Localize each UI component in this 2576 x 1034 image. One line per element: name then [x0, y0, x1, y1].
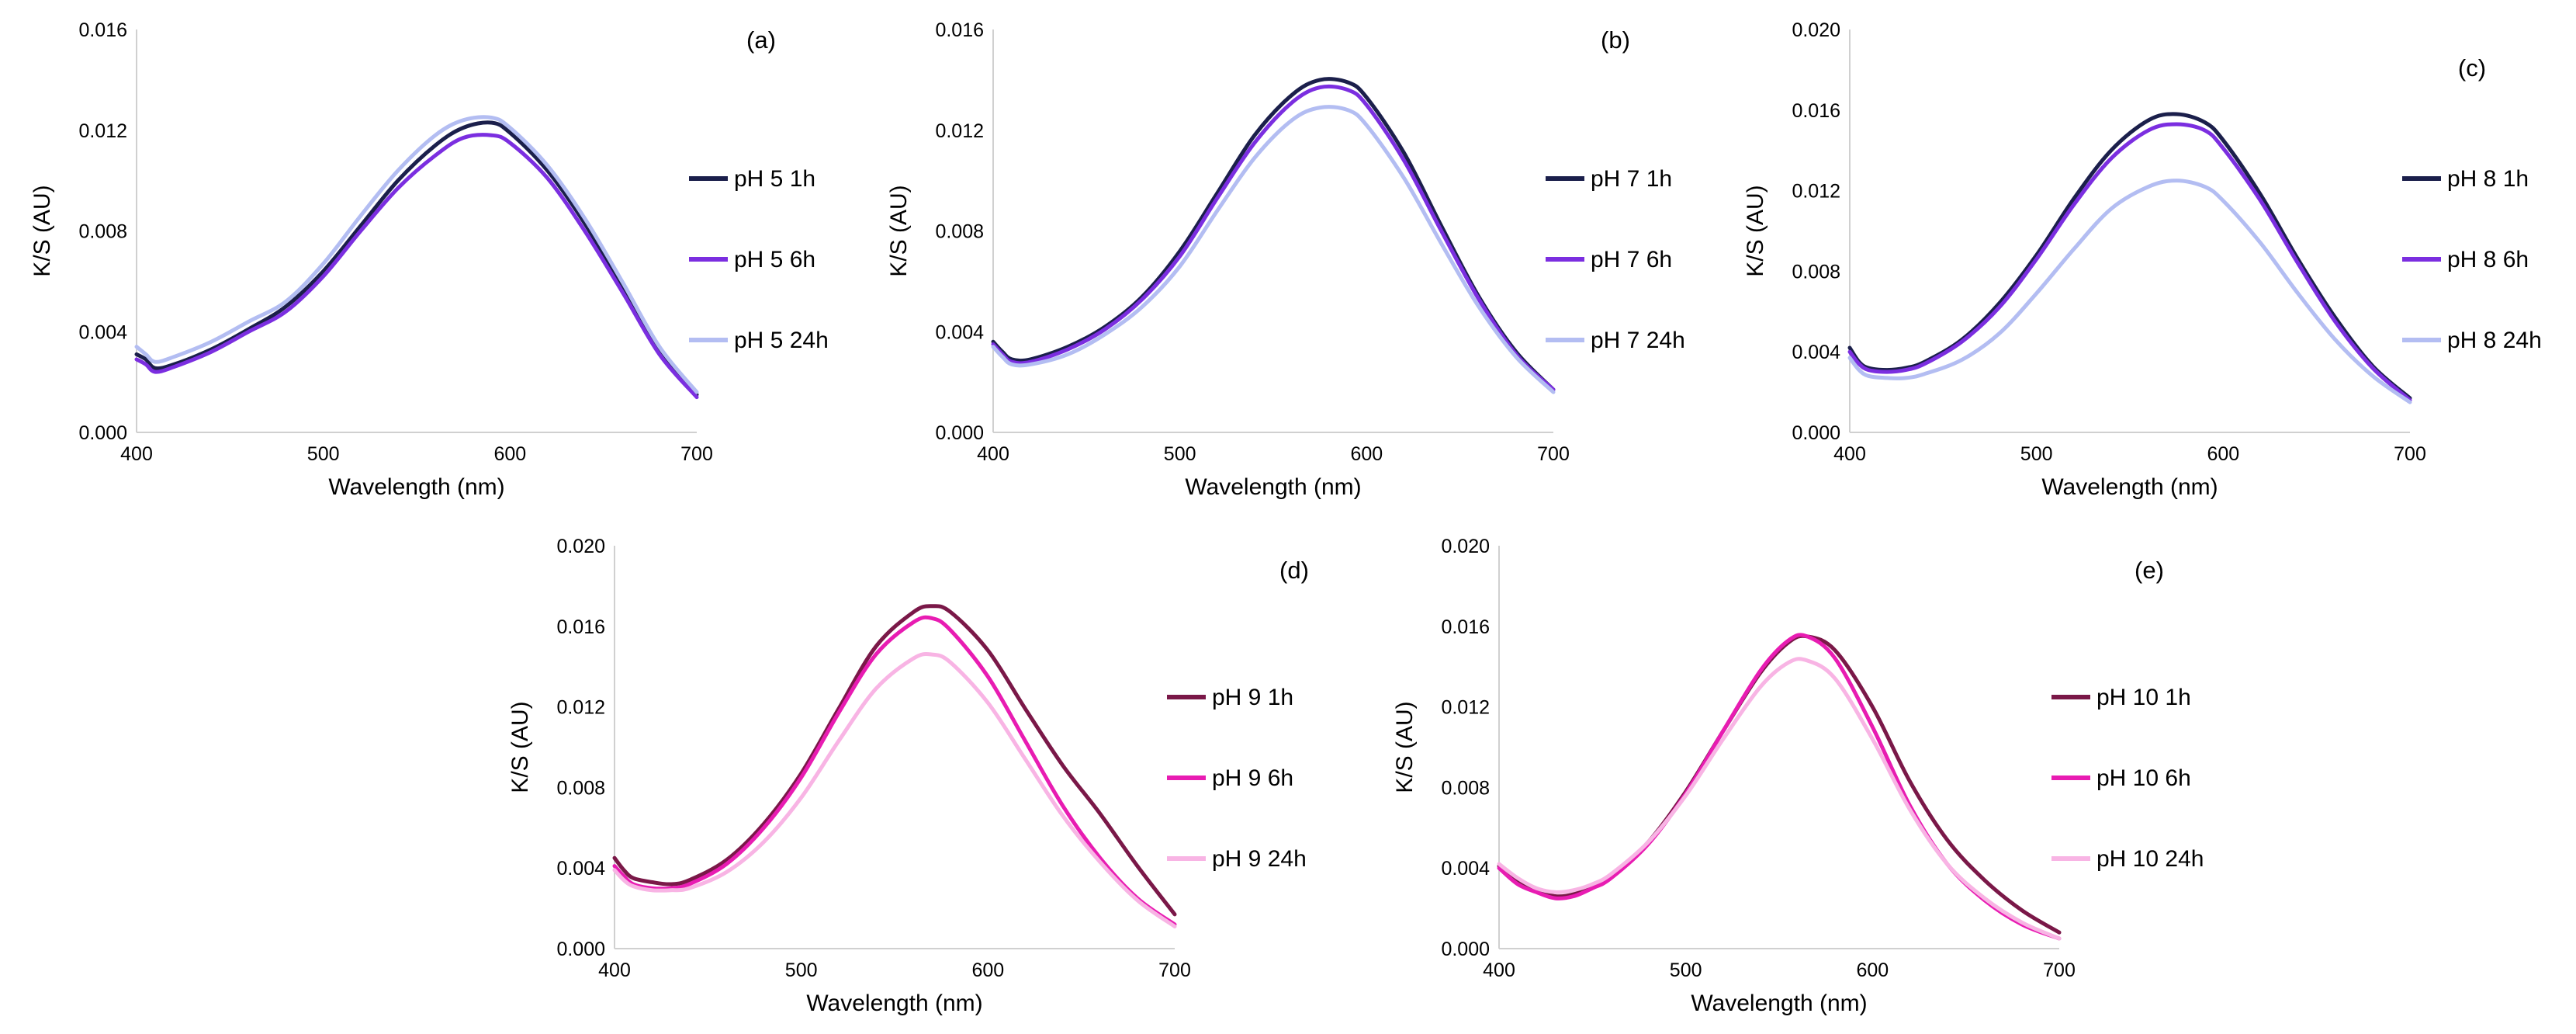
series-line-3 [1847, 179, 2412, 404]
legend-label: pH 10 6h [2096, 765, 2191, 791]
series-line-1 [612, 604, 1177, 917]
y-tick-label: 0.004 [1792, 342, 1840, 363]
y-axis-title: K/S (AU) [29, 185, 55, 276]
x-axis-title: Wavelength (nm) [328, 474, 504, 500]
legend-label: pH 8 24h [2447, 328, 2542, 353]
series-line-1 [134, 120, 699, 397]
panel-label: (c) [2458, 54, 2486, 82]
y-axis-title: K/S (AU) [507, 701, 533, 793]
y-tick-label: 0.012 [556, 697, 605, 719]
y-tick-label: 0.020 [556, 536, 605, 557]
series-line-3 [612, 651, 1177, 928]
series-line-1 [991, 77, 1556, 392]
y-axis-title: K/S (AU) [1392, 701, 1418, 793]
y-tick-label: 0.016 [556, 616, 605, 638]
y-tick-label: 0.000 [78, 422, 127, 444]
x-tick-label: 700 [680, 443, 713, 465]
y-tick-label: 0.016 [1792, 100, 1840, 122]
chart-panel-5: 0.000 0.004 0.008 0.012 0.016 0.020 400 500 600 7… [1392, 536, 2204, 1016]
legend-label: pH 7 6h [1591, 247, 1672, 272]
series-line-3 [134, 115, 699, 394]
y-tick-label: 0.008 [935, 221, 984, 243]
x-tick-label: 400 [598, 959, 631, 981]
legend-label: pH 5 24h [734, 328, 829, 353]
y-tick-label: 0.008 [1792, 261, 1840, 283]
panel-label: (d) [1279, 557, 1309, 584]
y-tick-label: 0.016 [935, 19, 984, 41]
y-tick-label: 0.000 [556, 939, 605, 960]
legend-label: pH 7 1h [1591, 166, 1672, 192]
x-tick-label: 500 [785, 959, 818, 981]
x-tick-label: 600 [1350, 443, 1383, 465]
x-tick-label: 600 [493, 443, 526, 465]
x-tick-label: 400 [1833, 443, 1866, 465]
y-axis-title: K/S (AU) [1743, 185, 1768, 276]
legend-label: pH 5 1h [734, 166, 815, 192]
series-line-2 [134, 133, 699, 400]
chart-panel-1: 0.000 0.004 0.008 0.012 0.016 400 500 600 700 Wav… [29, 19, 829, 500]
x-axis-title: Wavelength (nm) [1185, 474, 1361, 500]
panel-label: (e) [2135, 557, 2164, 584]
x-axis-title: Wavelength (nm) [806, 991, 982, 1016]
y-tick-label: 0.012 [78, 120, 127, 142]
x-tick-label: 700 [2394, 443, 2426, 465]
x-tick-label: 600 [2207, 443, 2239, 465]
y-axis-title: K/S (AU) [886, 185, 912, 276]
y-tick-label: 0.008 [1441, 777, 1490, 799]
y-tick-label: 0.012 [935, 120, 984, 142]
x-tick-label: 400 [120, 443, 153, 465]
y-tick-label: 0.020 [1441, 536, 1490, 557]
x-tick-label: 500 [1670, 959, 1702, 981]
legend-label: pH 9 24h [1212, 846, 1307, 872]
series-line-3 [991, 105, 1556, 394]
x-tick-label: 500 [1164, 443, 1196, 465]
y-tick-label: 0.000 [1441, 939, 1490, 960]
series-line-2 [1847, 122, 2412, 402]
panel-label: (b) [1601, 26, 1630, 54]
y-tick-label: 0.012 [1792, 181, 1840, 203]
legend-label: pH 5 6h [734, 247, 815, 272]
x-tick-label: 700 [1537, 443, 1570, 465]
y-tick-label: 0.004 [78, 321, 127, 343]
y-tick-label: 0.004 [556, 858, 605, 880]
legend-label: pH 8 6h [2447, 247, 2529, 272]
x-tick-label: 500 [307, 443, 340, 465]
chart-panel-4: 0.000 0.004 0.008 0.012 0.016 0.020 400 500 600 7… [507, 536, 1309, 1016]
y-tick-label: 0.008 [556, 777, 605, 799]
legend-label: pH 10 1h [2096, 685, 2191, 710]
series-line-2 [612, 615, 1177, 927]
chart-panel-3: 0.000 0.004 0.008 0.012 0.016 0.020 400 500 600 7… [1743, 19, 2542, 500]
y-tick-label: 0.020 [1792, 19, 1840, 41]
x-axis-title: Wavelength (nm) [1691, 991, 1867, 1016]
y-tick-label: 0.016 [78, 19, 127, 41]
legend-label: pH 9 1h [1212, 685, 1293, 710]
series-line-2 [991, 84, 1556, 392]
panel-label: (a) [746, 26, 776, 54]
y-tick-label: 0.012 [1441, 697, 1490, 719]
legend-label: pH 8 1h [2447, 166, 2529, 192]
y-tick-label: 0.016 [1441, 616, 1490, 638]
x-tick-label: 600 [971, 959, 1004, 981]
series-line-1 [1847, 112, 2412, 401]
x-axis-title: Wavelength (nm) [2041, 474, 2218, 500]
x-tick-label: 700 [2043, 959, 2076, 981]
x-tick-label: 700 [1158, 959, 1191, 981]
legend-label: pH 9 6h [1212, 765, 1293, 791]
y-tick-label: 0.004 [1441, 858, 1490, 880]
chart-panel-2: 0.000 0.004 0.008 0.012 0.016 400 500 600 700 Wav… [886, 19, 1685, 500]
x-tick-label: 500 [2020, 443, 2053, 465]
y-tick-label: 0.000 [1792, 422, 1840, 444]
y-tick-label: 0.008 [78, 221, 127, 243]
legend-label: pH 7 24h [1591, 328, 1685, 353]
series-line-3 [1497, 657, 2062, 941]
x-tick-label: 400 [977, 443, 1009, 465]
x-tick-label: 600 [1856, 959, 1889, 981]
y-tick-label: 0.004 [935, 321, 984, 343]
y-tick-label: 0.000 [935, 422, 984, 444]
legend-label: pH 10 24h [2096, 846, 2204, 872]
x-tick-label: 400 [1483, 959, 1515, 981]
